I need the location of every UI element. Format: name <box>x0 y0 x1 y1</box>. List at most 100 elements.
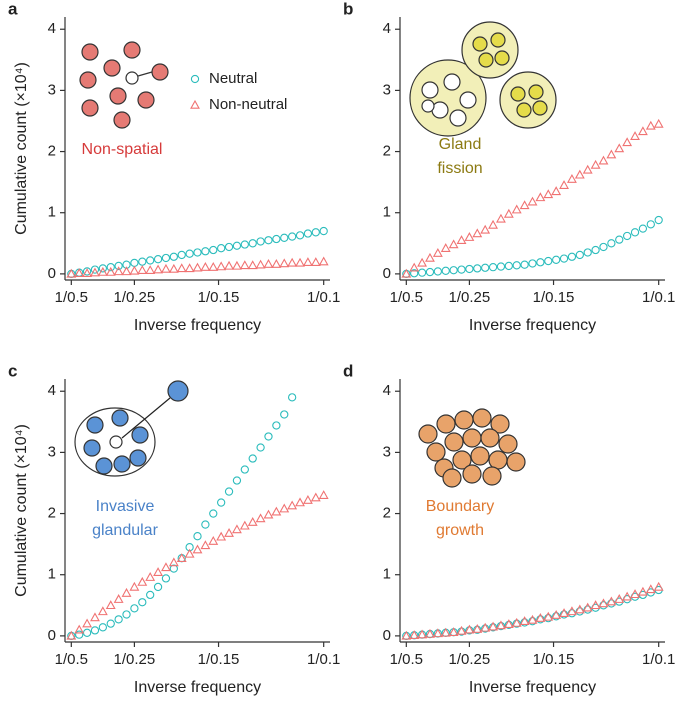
triangle-marker <box>614 594 625 603</box>
triangle-marker <box>590 600 601 610</box>
triangle-marker <box>511 204 522 214</box>
triangle-marker <box>192 262 203 272</box>
circle-marker <box>544 256 553 266</box>
triangle-marker <box>503 208 514 218</box>
triangle-marker <box>432 247 443 257</box>
y-tick-label: 1 <box>48 566 56 583</box>
circle-marker <box>536 615 545 624</box>
circle-marker <box>240 240 249 249</box>
triangle-marker <box>153 264 164 274</box>
circle-marker <box>528 259 537 268</box>
triangle-marker <box>464 624 475 634</box>
triangle-marker <box>598 155 609 165</box>
circle-marker <box>287 232 297 241</box>
panel-label: b <box>343 0 353 18</box>
triangle-marker <box>161 562 171 572</box>
triangle-marker <box>425 252 435 262</box>
triangle-marker <box>279 258 290 268</box>
circle-marker <box>591 245 600 255</box>
illustration-gland-fission <box>409 21 557 137</box>
triangle-marker <box>208 535 219 545</box>
triangle-marker <box>598 598 609 608</box>
triangle-marker <box>302 257 313 267</box>
annotation: Non-spatial <box>82 141 163 158</box>
circle-marker <box>130 604 139 613</box>
x-tick-label: 1/0.5 <box>55 289 88 306</box>
triangle-marker <box>97 606 108 616</box>
y-tick-label: 4 <box>48 20 56 37</box>
triangle-marker <box>488 621 499 631</box>
y-axis-label: Cumulative count (×10⁴) <box>13 424 30 597</box>
circle-marker <box>193 248 202 257</box>
triangle-marker <box>630 131 640 141</box>
x-tick-label: 1/0.15 <box>533 651 575 668</box>
circle-marker <box>185 249 194 258</box>
triangle-marker <box>566 606 577 616</box>
circle-marker <box>575 250 584 260</box>
triangle-marker <box>496 213 506 223</box>
circle-marker <box>217 498 226 507</box>
triangle-marker <box>121 266 132 276</box>
y-axis-label: Cumulative count (×10⁴) <box>13 62 30 235</box>
triangle-marker <box>535 613 546 622</box>
triangle-marker <box>129 265 140 275</box>
circle-marker <box>599 601 608 610</box>
triangle-marker <box>153 567 164 577</box>
y-tick-label: 1 <box>383 204 391 221</box>
triangle-marker <box>637 126 648 136</box>
circle-marker <box>161 574 171 583</box>
x-tick-label: 1/0.1 <box>642 651 675 668</box>
triangle-marker <box>472 228 483 238</box>
triangle-marker <box>302 494 313 504</box>
circle-marker <box>217 244 226 253</box>
circle-marker <box>630 228 640 237</box>
circle-marker <box>114 615 123 624</box>
circle-marker <box>248 239 257 248</box>
annotation: Boundary <box>426 498 495 515</box>
x-tick-label: 1/0.25 <box>114 651 156 668</box>
triangle-marker <box>645 584 656 594</box>
circle-marker <box>417 268 427 277</box>
triangle-marker <box>409 262 420 272</box>
triangle-marker <box>295 257 305 267</box>
triangle-marker <box>630 589 640 599</box>
triangle-marker <box>622 137 633 147</box>
y-tick-label: 0 <box>383 265 391 282</box>
circle-marker <box>607 599 616 608</box>
triangle-marker <box>263 509 274 519</box>
circle-marker <box>646 220 655 229</box>
circle-marker <box>567 609 577 618</box>
triangle-marker <box>74 268 85 278</box>
y-tick-label: 2 <box>48 505 56 522</box>
circle-marker <box>457 265 466 274</box>
triangle-marker <box>574 604 585 614</box>
circle-marker <box>146 590 155 600</box>
triangle-marker <box>137 576 148 586</box>
triangle-marker <box>287 500 298 510</box>
x-tick-label: 1/0.1 <box>307 651 340 668</box>
circle-marker <box>583 605 592 614</box>
triangle-marker <box>440 243 451 252</box>
triangle-marker <box>90 612 100 622</box>
triangle-marker <box>622 591 633 601</box>
x-tick-label: 1/0.15 <box>198 289 240 306</box>
y-tick-label: 3 <box>48 443 56 460</box>
x-tick-label: 1/0.25 <box>449 651 491 668</box>
x-tick-label: 1/0.25 <box>114 289 156 306</box>
triangle-marker <box>527 196 538 206</box>
triangle-marker <box>535 192 546 202</box>
triangle-marker <box>129 581 140 591</box>
triangle-marker <box>464 232 475 241</box>
y-tick-label: 4 <box>383 382 391 399</box>
circle-marker <box>256 237 265 246</box>
circle-marker <box>256 443 265 452</box>
panel-label: d <box>343 361 353 380</box>
circle-marker <box>559 254 569 263</box>
triangle-marker <box>637 586 648 596</box>
y-tick-label: 2 <box>383 505 391 522</box>
x-tick-label: 1/0.5 <box>55 651 88 668</box>
triangle-marker <box>239 260 250 270</box>
triangle-marker <box>200 540 211 550</box>
circle-marker <box>153 582 163 592</box>
circle-marker <box>512 261 521 270</box>
